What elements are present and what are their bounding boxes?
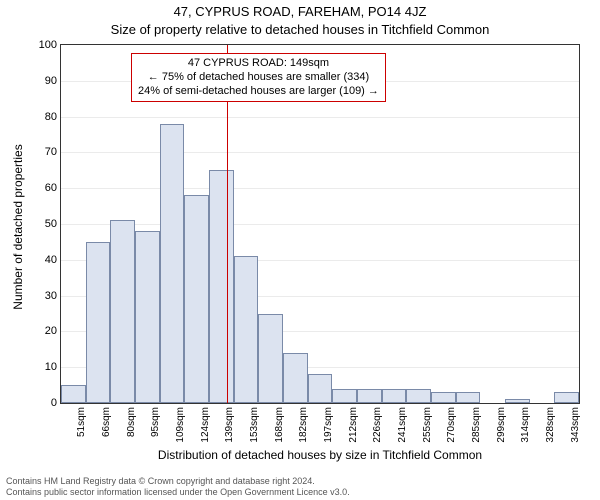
histogram-bar <box>135 231 160 403</box>
x-tick-label: 139sqm <box>224 407 235 443</box>
y-tick-label: 40 <box>27 254 57 266</box>
histogram-bar <box>505 399 530 403</box>
grid-line <box>61 224 579 225</box>
x-tick-label: 314sqm <box>520 407 531 443</box>
x-tick-label: 328sqm <box>545 407 556 443</box>
y-tick-label: 80 <box>27 111 57 123</box>
y-axis-label-wrap: Number of detached properties <box>8 0 22 500</box>
y-tick-label: 90 <box>27 75 57 87</box>
y-tick-label: 20 <box>27 325 57 337</box>
histogram-bar <box>283 353 308 403</box>
x-tick-label: 153sqm <box>249 407 260 443</box>
x-axis-label: Distribution of detached houses by size … <box>60 448 580 462</box>
histogram-bar <box>234 256 259 403</box>
histogram-bar <box>86 242 111 403</box>
annotation-line1: 47 CYPRUS ROAD: 149sqm <box>138 57 379 71</box>
x-tick-label: 182sqm <box>298 407 309 443</box>
x-tick-label: 51sqm <box>76 407 87 437</box>
histogram-bar <box>184 195 209 403</box>
footer-line2: Contains public sector information licen… <box>6 487 350 498</box>
histogram-bar <box>61 385 86 403</box>
grid-line <box>61 117 579 118</box>
histogram-bar <box>209 170 234 403</box>
x-tick-label: 95sqm <box>150 407 161 437</box>
y-axis-label: Number of detached properties <box>11 127 25 327</box>
histogram-bar <box>332 389 357 403</box>
x-tick-label: 109sqm <box>175 407 186 443</box>
grid-line <box>61 188 579 189</box>
x-tick-label: 80sqm <box>126 407 137 437</box>
x-tick-label: 343sqm <box>570 407 581 443</box>
x-tick-label: 285sqm <box>471 407 482 443</box>
y-tick-label: 30 <box>27 290 57 302</box>
histogram-bar <box>382 389 407 403</box>
histogram-bar <box>431 392 456 403</box>
histogram-bar <box>357 389 382 403</box>
annotation-line3: 24% of semi-detached houses are larger (… <box>138 85 379 99</box>
annotation-line2: ← 75% of detached houses are smaller (33… <box>138 71 379 85</box>
grid-line <box>61 152 579 153</box>
x-tick-label: 226sqm <box>372 407 383 443</box>
y-tick-label: 10 <box>27 361 57 373</box>
x-tick-label: 168sqm <box>274 407 285 443</box>
chart-subtitle: Size of property relative to detached ho… <box>0 22 600 37</box>
x-tick-label: 197sqm <box>323 407 334 443</box>
histogram-bar <box>456 392 481 403</box>
footer-line1: Contains HM Land Registry data © Crown c… <box>6 476 350 487</box>
chart-title: 47, CYPRUS ROAD, FAREHAM, PO14 4JZ <box>0 4 600 19</box>
y-tick-label: 70 <box>27 146 57 158</box>
histogram-bar <box>308 374 333 403</box>
x-tick-label: 241sqm <box>397 407 408 443</box>
histogram-bar <box>258 314 283 404</box>
y-tick-label: 0 <box>27 397 57 409</box>
annotation-box: 47 CYPRUS ROAD: 149sqm ← 75% of detached… <box>131 53 386 102</box>
x-tick-label: 124sqm <box>200 407 211 443</box>
histogram-bar <box>160 124 185 403</box>
plot-area: 010203040506070809010051sqm66sqm80sqm95s… <box>60 44 580 404</box>
y-tick-label: 60 <box>27 182 57 194</box>
y-tick-label: 50 <box>27 218 57 230</box>
x-tick-label: 270sqm <box>446 407 457 443</box>
chart-container: 47, CYPRUS ROAD, FAREHAM, PO14 4JZ Size … <box>0 0 600 500</box>
x-tick-label: 66sqm <box>101 407 112 437</box>
x-tick-label: 212sqm <box>348 407 359 443</box>
y-tick-label: 100 <box>27 39 57 51</box>
histogram-bar <box>406 389 431 403</box>
footer: Contains HM Land Registry data © Crown c… <box>6 476 350 498</box>
x-tick-label: 299sqm <box>496 407 507 443</box>
histogram-bar <box>110 220 135 403</box>
histogram-bar <box>554 392 579 403</box>
x-tick-label: 255sqm <box>422 407 433 443</box>
